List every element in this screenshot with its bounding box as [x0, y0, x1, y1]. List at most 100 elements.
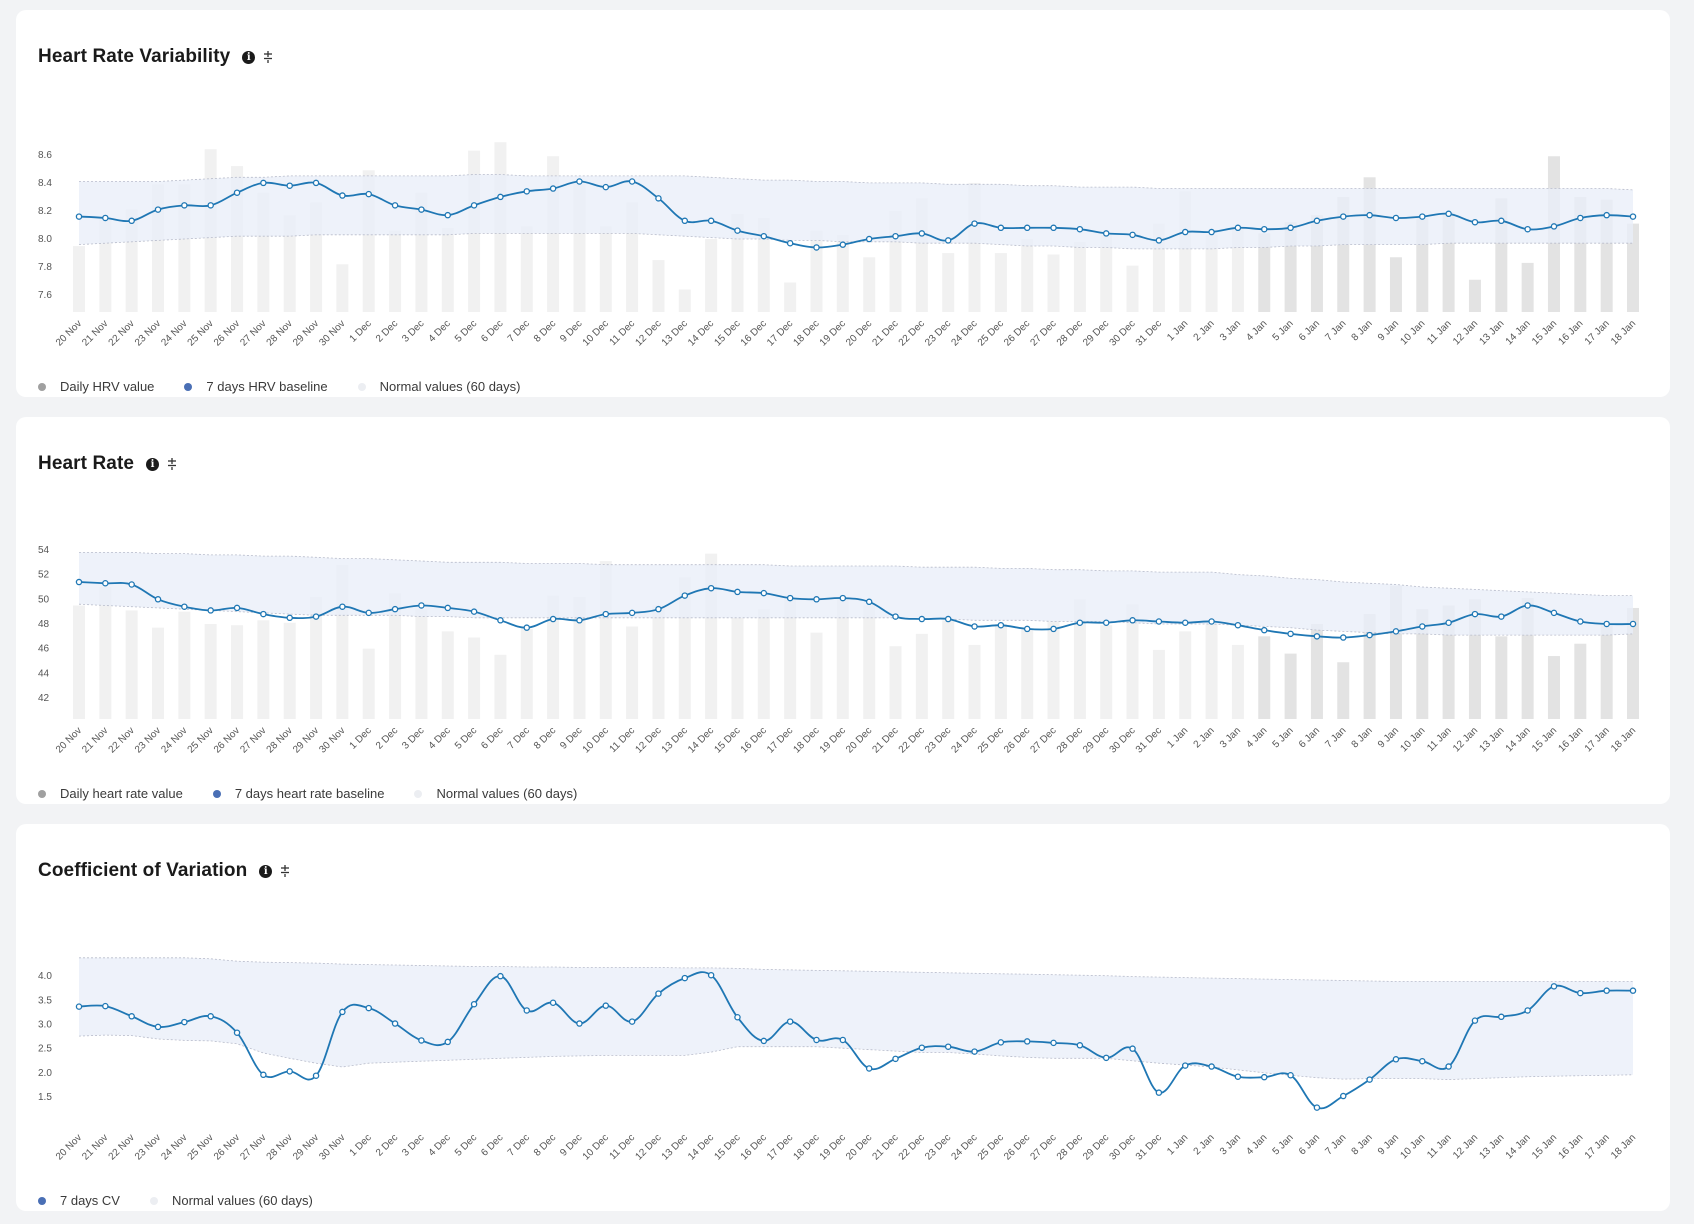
baseline-point — [944, 1043, 952, 1050]
info-icon[interactable]: i — [242, 50, 256, 64]
x-tick-label: 25 Nov — [186, 1132, 216, 1162]
baseline-point — [1234, 621, 1242, 629]
daily-bar — [178, 611, 191, 719]
legend-item[interactable]: Normal values (60 days) — [357, 379, 520, 394]
baseline-point — [75, 578, 83, 586]
daily-bar — [836, 234, 849, 312]
x-tick-label: 21 Dec — [870, 1132, 900, 1162]
x-tick-label: 26 Dec — [1002, 318, 1032, 348]
baseline-point — [681, 217, 689, 225]
x-tick-label: 27 Nov — [238, 318, 268, 348]
band-upper-edge — [79, 957, 1633, 982]
x-tick-label: 16 Dec — [739, 725, 769, 755]
baseline-point — [549, 999, 557, 1006]
legend-item[interactable]: 7 days heart rate baseline — [212, 786, 384, 801]
baseline-point — [997, 224, 1005, 232]
daily-bar — [678, 289, 691, 312]
legend-item[interactable]: Normal values (60 days) — [414, 786, 577, 801]
baseline-point — [576, 617, 583, 624]
x-tick-label: 18 Jan — [1609, 1132, 1638, 1161]
x-tick-label: 6 Jan — [1297, 318, 1322, 343]
daily-bar — [389, 593, 402, 719]
x-tick-label: 8 Jan — [1350, 318, 1375, 343]
x-tick-label: 24 Dec — [949, 1132, 979, 1162]
x-tick-label: 19 Dec — [818, 725, 848, 755]
normal-band — [79, 552, 1633, 636]
legend-dot — [212, 789, 221, 798]
y-tick-label: 42 — [38, 693, 50, 704]
plus-minus-icon[interactable] — [278, 863, 292, 879]
x-tick-label: 22 Dec — [897, 1132, 927, 1162]
daily-bar — [705, 239, 718, 312]
x-tick-label: 27 Dec — [1028, 318, 1058, 348]
x-tick-label: 3 Jan — [1218, 318, 1243, 343]
x-tick-label: 5 Jan — [1271, 1132, 1296, 1157]
baseline-point — [128, 1013, 135, 1020]
x-tick-label: 7 Jan — [1323, 318, 1348, 343]
hr-card: Heart Rate i 42 44 46 48 50 52 54 20 Nov 21 Nov 2… — [16, 417, 1670, 804]
x-tick-label: 13 Dec — [660, 318, 690, 348]
daily-bar — [441, 631, 454, 719]
y-tick-label: 4.0 — [38, 971, 52, 982]
baseline-point — [1550, 983, 1558, 990]
x-tick-label: 26 Nov — [212, 725, 242, 755]
daily-bar — [1600, 625, 1613, 719]
baseline-point — [1129, 231, 1136, 239]
baseline-point — [1102, 230, 1110, 237]
daily-bar — [415, 609, 428, 719]
x-tick-label: 8 Dec — [532, 1132, 558, 1158]
baseline-point — [1524, 602, 1531, 609]
baseline-point — [918, 1044, 926, 1051]
x-tick-label: 23 Dec — [923, 318, 953, 348]
baseline-point — [207, 202, 214, 209]
x-tick-label: 30 Dec — [1108, 725, 1138, 755]
baseline-point — [260, 610, 267, 618]
x-tick-label: 17 Dec — [765, 318, 795, 348]
x-tick-label: 2 Jan — [1192, 1132, 1217, 1157]
baseline-point — [1234, 224, 1242, 232]
plus-minus-icon[interactable] — [261, 49, 275, 65]
x-tick-label: 24 Nov — [159, 1132, 189, 1162]
daily-bar — [1310, 623, 1323, 719]
legend-item[interactable]: Normal values (60 days) — [149, 1193, 313, 1208]
legend-dot — [38, 1196, 46, 1205]
legend-item[interactable]: 7 days CV — [38, 1193, 120, 1208]
daily-bar — [494, 654, 507, 719]
baseline-point — [154, 596, 162, 603]
legend-item[interactable]: Daily heart rate value — [38, 786, 183, 801]
hrv-title-row: Heart Rate Variability i — [38, 46, 275, 68]
x-tick-label: 22 Nov — [107, 1132, 137, 1162]
legend-item[interactable]: Daily HRV value — [38, 379, 154, 394]
x-tick-label: 18 Dec — [791, 318, 821, 348]
y-tick-label: 8.0 — [38, 234, 52, 245]
baseline-point — [1313, 217, 1321, 225]
x-tick-label: 1 Jan — [1165, 318, 1190, 343]
x-tick-label: 3 Dec — [400, 318, 426, 344]
x-tick-label: 3 Jan — [1218, 1132, 1243, 1157]
daily-bar — [1179, 631, 1192, 719]
baseline-point — [1445, 210, 1452, 218]
legend-dot — [149, 1196, 158, 1205]
daily-bar — [1416, 609, 1429, 719]
info-icon[interactable]: i — [259, 864, 273, 878]
daily-bar — [1389, 257, 1402, 312]
legend-item[interactable]: 7 days HRV baseline — [184, 379, 328, 394]
baseline-point — [602, 610, 610, 618]
baseline-point — [128, 581, 135, 588]
baseline-point — [1208, 1063, 1215, 1070]
baseline-point — [1629, 213, 1637, 220]
hr-legend: Daily heart rate value 7 days heart rate … — [38, 786, 577, 801]
daily-bar — [1100, 625, 1113, 719]
info-icon[interactable]: i — [146, 457, 160, 471]
daily-bar — [863, 605, 876, 719]
x-tick-label: 11 Jan — [1425, 725, 1453, 753]
baseline-point — [760, 1037, 768, 1045]
x-tick-label: 2 Jan — [1192, 725, 1217, 750]
baseline-point — [1181, 1062, 1189, 1069]
plus-minus-icon[interactable] — [165, 456, 179, 472]
y-tick-label: 3.0 — [38, 1020, 52, 1031]
x-tick-label: 28 Nov — [265, 318, 295, 348]
baseline-point — [971, 1048, 978, 1055]
legend-label: Daily HRV value — [60, 379, 155, 394]
